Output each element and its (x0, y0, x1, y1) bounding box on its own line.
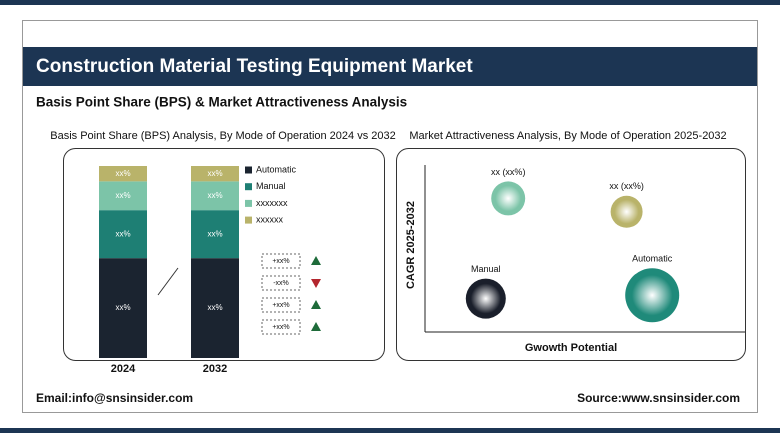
bubble (610, 195, 643, 228)
change-label: +xx% (272, 324, 289, 331)
change-box (261, 275, 301, 291)
bar-segment (99, 166, 147, 182)
bar-segment (99, 210, 147, 259)
x-tick-label: 2024 (111, 363, 136, 375)
title-band (23, 47, 757, 86)
bubble-label: Automatic (632, 254, 673, 264)
data-label: xx% (115, 303, 130, 312)
legend-swatch (245, 166, 252, 174)
bubble (465, 278, 506, 319)
footer-email: Email:info@snsinsider.com (36, 391, 193, 405)
change-arrow (311, 279, 321, 288)
change-arrow (311, 322, 321, 331)
bar-segment (99, 181, 147, 211)
legend-label: xxxxxx (256, 214, 284, 224)
data-label: xx% (115, 229, 130, 238)
right-panel (396, 148, 746, 361)
left-panel (63, 148, 385, 361)
change-box (261, 253, 301, 269)
change-arrow (311, 256, 321, 265)
change-label: +xx% (272, 302, 289, 309)
subtitle: Basis Point Share (BPS) & Market Attract… (36, 95, 407, 110)
data-label: xx% (207, 169, 222, 178)
change-label: +xx% (272, 258, 289, 265)
legend-label: Automatic (256, 164, 297, 174)
panel-title: Market Attractiveness Analysis, By Mode … (409, 130, 726, 142)
bar-segment (191, 181, 239, 211)
legend-swatch (245, 216, 252, 224)
panel-title: Basis Point Share (BPS) Analysis, By Mod… (50, 130, 395, 142)
x-axis-label: Gwowth Potential (525, 342, 617, 354)
bottom-stripe (0, 428, 780, 433)
bar-segment (99, 258, 147, 358)
data-label: xx% (115, 191, 130, 200)
bar-segment (191, 210, 239, 259)
data-label: xx% (207, 191, 222, 200)
top-stripe (0, 0, 780, 5)
footer-source: Source:www.snsinsider.com (577, 391, 740, 405)
change-box (261, 319, 301, 335)
change-arrow (311, 300, 321, 309)
change-label: -xx% (273, 280, 289, 287)
trend-line (157, 267, 179, 296)
data-label: xx% (115, 169, 130, 178)
bubble-label: xx (xx%) (609, 181, 644, 191)
bar-segment (191, 258, 239, 358)
legend-swatch (245, 199, 252, 207)
bar-segment (191, 166, 239, 182)
change-box (261, 297, 301, 313)
legend-label: Manual (256, 181, 286, 191)
bubble (491, 181, 526, 216)
bubble (625, 268, 680, 323)
legend-label: xxxxxxx (256, 198, 288, 208)
y-axis-label: CAGR 2025-2032 (405, 201, 417, 289)
data-label: xx% (207, 303, 222, 312)
bubble-label: xx (xx%) (491, 167, 526, 177)
bubble-label: Manual (471, 264, 501, 274)
legend-swatch (245, 183, 252, 191)
data-label: xx% (207, 229, 222, 238)
x-tick-label: 2032 (203, 363, 227, 375)
title: Construction Material Testing Equipment … (36, 56, 473, 77)
